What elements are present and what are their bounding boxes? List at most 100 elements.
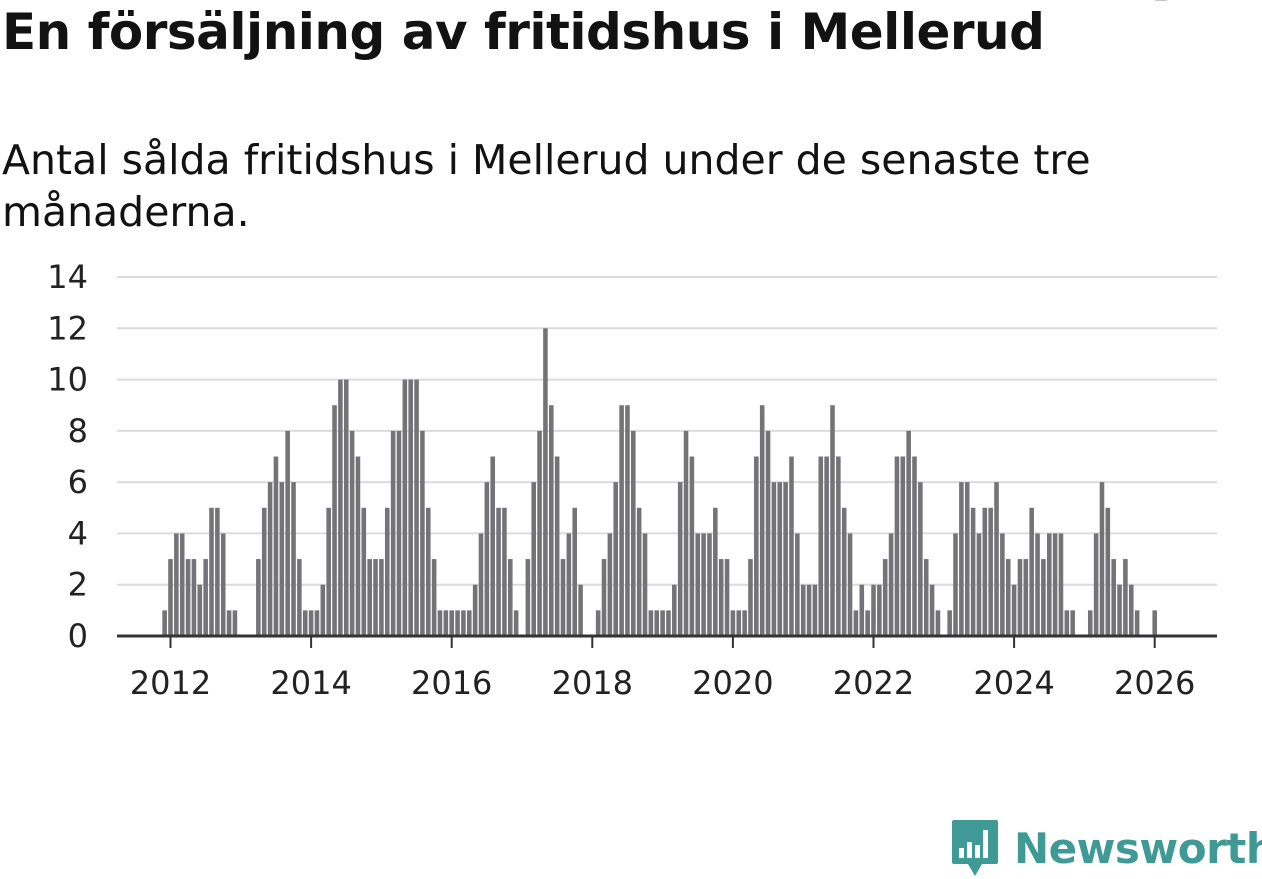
bar: [713, 507, 718, 636]
bar: [566, 533, 572, 636]
bar: [308, 610, 314, 636]
y-tick-label: 6: [68, 463, 88, 501]
bar: [349, 430, 355, 636]
bar: [836, 456, 841, 636]
bar: [631, 430, 636, 636]
bar: [964, 482, 970, 636]
bar: [636, 507, 642, 636]
bar: [215, 507, 220, 636]
bar: [988, 507, 993, 636]
bar: [1093, 533, 1099, 636]
bar: [226, 610, 232, 636]
bar: [754, 456, 759, 636]
bar: [1152, 610, 1157, 636]
bar: [1105, 507, 1111, 636]
bar: [185, 559, 191, 636]
bar: [513, 610, 519, 636]
bar: [759, 405, 765, 636]
bar: [508, 559, 513, 636]
bar: [718, 559, 724, 636]
bar: [408, 379, 413, 636]
bar: [1052, 533, 1058, 636]
bar: [812, 584, 818, 636]
bar: [625, 405, 630, 636]
bar: [765, 430, 771, 636]
bar: [367, 559, 372, 636]
bar: [619, 405, 624, 636]
bar: [742, 610, 747, 636]
bar: [402, 379, 408, 636]
bar: [877, 584, 882, 636]
y-tick-label: 8: [68, 412, 88, 450]
bar: [1046, 533, 1052, 636]
bar: [677, 482, 683, 636]
bar: [859, 584, 865, 636]
bar: [209, 507, 214, 636]
bar: [1128, 584, 1134, 636]
bar: [1035, 533, 1040, 636]
bar: [853, 610, 859, 636]
bar: [490, 456, 495, 636]
x-axis-ticks: 2012 2014 2016 2018 2020 2022 2024 2026: [130, 636, 1195, 702]
bar: [285, 430, 290, 636]
bar: [343, 379, 349, 636]
bar: [414, 379, 419, 636]
bar: [1099, 482, 1105, 636]
bar: [578, 584, 583, 636]
x-tick-label: 2018: [552, 664, 633, 702]
bar: [431, 559, 437, 636]
bar: [695, 533, 701, 636]
bar: [689, 456, 695, 636]
bar: [1011, 584, 1017, 636]
bar: [906, 430, 911, 636]
bar: [976, 533, 982, 636]
bar: [390, 430, 396, 636]
bar: [648, 610, 654, 636]
bar: [865, 610, 870, 636]
y-tick-label: 12: [47, 309, 88, 347]
bar: [818, 456, 824, 636]
data-label: 1: [1152, 0, 1170, 7]
bar: [1070, 610, 1075, 636]
bar: [1058, 533, 1064, 636]
bar: [232, 610, 238, 636]
bar: [601, 559, 607, 636]
bar: [982, 507, 988, 636]
bar: [384, 507, 390, 636]
bar: [220, 533, 226, 636]
x-tick-label: 2016: [411, 664, 492, 702]
bar: [1134, 610, 1140, 636]
y-tick-label: 10: [47, 361, 88, 399]
bar: [361, 507, 367, 636]
bar: [478, 533, 484, 636]
bar: [496, 507, 501, 636]
bar: [1017, 559, 1023, 636]
bar: [654, 610, 660, 636]
bar: [443, 610, 449, 636]
bar: [297, 559, 302, 636]
bar: [531, 482, 536, 636]
bar: [420, 430, 425, 636]
bar: [888, 533, 894, 636]
bar: [191, 559, 197, 636]
bar: [918, 482, 923, 636]
x-tick-label: 2026: [1114, 664, 1195, 702]
bar: [267, 482, 273, 636]
bar: [947, 610, 952, 636]
bar: [203, 559, 208, 636]
bar: [425, 507, 431, 636]
bar: [355, 456, 361, 636]
bar: [291, 482, 296, 636]
bar: [1117, 584, 1122, 636]
bar: [672, 584, 677, 636]
bar: [683, 430, 689, 636]
newsworthy-bar-chart-logo-icon: [952, 820, 998, 876]
bar: [748, 559, 753, 636]
bar: [912, 456, 917, 636]
bar: [279, 482, 285, 636]
bar: [871, 584, 876, 636]
bar: [338, 379, 343, 636]
bar: [466, 610, 472, 636]
bar: [929, 584, 935, 636]
bar: [449, 610, 454, 636]
